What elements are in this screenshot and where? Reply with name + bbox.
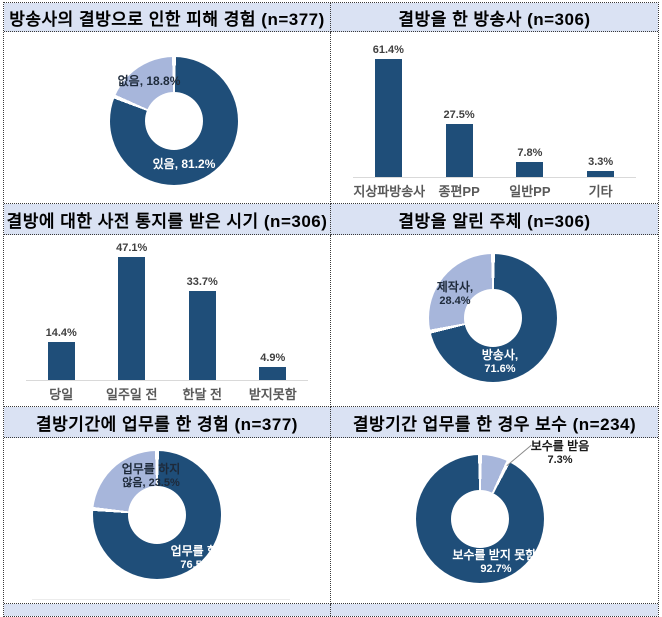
bar-column: 4.9% xyxy=(241,242,305,380)
panel-title-text: 결방기간 업무를 한 경우 보수 (n=234) xyxy=(352,414,637,434)
bar-category-label: 당일 xyxy=(49,387,74,402)
panel-title-text: 결방에 대한 사전 통지를 받은 시기 (n=306) xyxy=(6,211,328,231)
donut-chart xyxy=(110,57,238,185)
donut-hole xyxy=(451,490,509,548)
bar-value-label: 7.8% xyxy=(517,147,543,160)
slice-label-production-company: 제작사, 28.4% xyxy=(436,280,474,307)
bar-column: 3.3% xyxy=(569,39,633,177)
bar-category-label: 기타 xyxy=(588,184,613,199)
chart-notice-timing: 14.4% 47.1% 33.7% 4.9% 당일 일주일 전 한달 전 받지못함 xyxy=(4,235,331,407)
plot-area: 14.4% 47.1% 33.7% 4.9% xyxy=(26,242,308,381)
bar-column: 7.8% xyxy=(498,39,562,177)
bar xyxy=(587,170,615,177)
bar-value-label: 61.4% xyxy=(372,44,404,57)
bar-column: 33.7% xyxy=(170,242,234,380)
chart-broadcaster: 61.4% 27.5% 7.8% 3.3% 지상파방송사 종편PP 일반PP 기타 xyxy=(331,32,658,204)
slice-label-none: 없음, 18.8% xyxy=(117,74,181,88)
bar-value-label: 14.4% xyxy=(45,326,77,339)
donut-chart xyxy=(93,451,221,579)
panel-title-text: 결방기간에 업무를 한 경험 (n=377) xyxy=(36,414,298,434)
panel-title-notifier: 결방을 알린 주체 (n=306) xyxy=(331,204,658,235)
bar xyxy=(259,367,287,380)
report-grid: 방송사의 결방으로 인한 피해 경험 (n=377) 결방을 한 방송사 (n=… xyxy=(3,2,659,617)
bar xyxy=(516,162,544,177)
panel-title-text: 결방을 한 방송사 (n=306) xyxy=(398,9,591,29)
donut-chart xyxy=(429,254,557,382)
bar-column: 14.4% xyxy=(29,242,93,380)
slice-label-did-not-work: 업무를 하지 않음, 23.5% xyxy=(121,462,181,489)
panel-title-text: 방송사의 결방으로 인한 피해 경험 (n=377) xyxy=(9,9,325,29)
next-panel-strip xyxy=(331,604,658,616)
slice-label-broadcaster: 방송사, 71.6% xyxy=(481,348,519,375)
divider xyxy=(32,599,290,600)
bar xyxy=(118,257,146,380)
slice-label-not-paid: 보수를 받지 못함, 92.7% xyxy=(452,548,540,575)
category-axis: 당일 일주일 전 한달 전 받지못함 xyxy=(26,381,308,406)
panel-title-notice-timing: 결방에 대한 사전 통지를 받은 시기 (n=306) xyxy=(4,204,331,235)
donut-hole xyxy=(464,289,522,347)
donut-chart xyxy=(416,455,544,583)
bar-category-label: 일반PP xyxy=(509,184,551,199)
bar-category-label: 지상파방송사 xyxy=(353,184,426,199)
bar-chart: 61.4% 27.5% 7.8% 3.3% 지상파방송사 종편PP 일반PP 기타 xyxy=(331,32,658,203)
chart-worked-during-gap: 업무를 하지 않음, 23.5% 업무를 함, 76.5% xyxy=(4,438,331,604)
donut-hole xyxy=(128,486,186,544)
slice-label-worked: 업무를 함, 76.5% xyxy=(170,544,222,571)
bar xyxy=(188,290,216,380)
panel-title-broadcaster: 결방을 한 방송사 (n=306) xyxy=(331,3,658,32)
chart-damage-experience: 없음, 18.8% 있음, 81.2% xyxy=(4,32,331,204)
bar-category-label: 한달 전 xyxy=(182,387,223,402)
plot-area: 61.4% 27.5% 7.8% 3.3% xyxy=(353,39,636,178)
next-panel-strip xyxy=(4,604,331,616)
bar-value-label: 47.1% xyxy=(116,242,148,254)
panel-title-damage-experience: 방송사의 결방으로 인한 피해 경험 (n=377) xyxy=(4,3,331,32)
bar-column: 27.5% xyxy=(427,39,491,177)
category-axis: 지상파방송사 종편PP 일반PP 기타 xyxy=(353,178,636,203)
bar-column: 47.1% xyxy=(100,242,164,380)
panel-title-pay-during-gap: 결방기간 업무를 한 경우 보수 (n=234) xyxy=(331,407,658,438)
bar-value-label: 4.9% xyxy=(260,352,286,364)
bar-column: 61.4% xyxy=(356,39,420,177)
bar-value-label: 33.7% xyxy=(186,275,218,288)
bar-category-label: 일주일 전 xyxy=(106,387,158,402)
panel-title-text: 결방을 알린 주체 (n=306) xyxy=(398,211,591,231)
bar-chart: 14.4% 47.1% 33.7% 4.9% 당일 일주일 전 한달 전 받지못함 xyxy=(4,235,330,406)
bar-category-label: 받지못함 xyxy=(248,387,297,402)
panel-title-worked-during-gap: 결방기간에 업무를 한 경험 (n=377) xyxy=(4,407,331,438)
chart-pay-during-gap: 보수를 받음 7.3% 보수를 받지 못함, 92.7% xyxy=(331,438,658,604)
donut-hole xyxy=(145,92,203,150)
slice-label-yes: 있음, 81.2% xyxy=(152,157,216,171)
bar-category-label: 종편PP xyxy=(438,184,480,199)
bar-value-label: 27.5% xyxy=(443,109,475,122)
bar-value-label: 3.3% xyxy=(588,155,614,168)
chart-notifier: 제작사, 28.4% 방송사, 71.6% xyxy=(331,235,658,407)
bar xyxy=(47,341,75,380)
slice-label-paid: 보수를 받음 7.3% xyxy=(530,439,590,466)
bar xyxy=(445,124,473,177)
bar xyxy=(374,59,402,177)
